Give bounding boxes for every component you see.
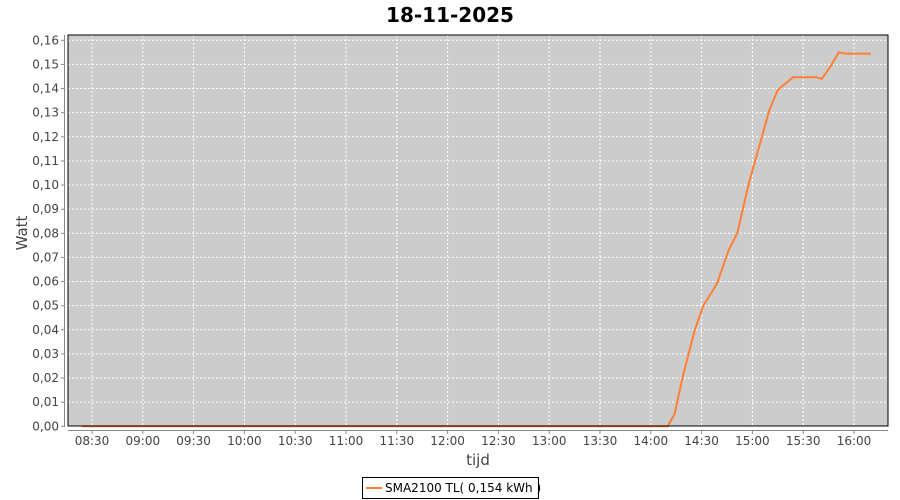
plot-border [67, 34, 889, 427]
y-tick-label: 0,09 [32, 202, 59, 216]
x-tick-label: 13:30 [583, 434, 618, 448]
y-tick-label: 0,10 [32, 178, 59, 192]
x-tick-label: 12:00 [430, 434, 465, 448]
y-tick-label: 0,12 [32, 130, 59, 144]
legend-entry: SMA2100 TL( 0,154 kWh ) [385, 481, 541, 495]
x-tick-label: 08:30 [75, 434, 110, 448]
y-tick-label: 0,15 [32, 57, 59, 71]
y-axis: 0,00 0,01 0,02 0,03 0,04 0,05 0,06 0,07 0,08 0,09… [32, 33, 65, 433]
x-tick-label: 09:00 [126, 434, 161, 448]
grid [68, 35, 888, 426]
x-tick-label: 12:30 [481, 434, 516, 448]
y-tick-label: 0,16 [32, 33, 59, 47]
y-tick-label: 0,04 [32, 323, 59, 337]
x-tick-label: 10:00 [227, 434, 262, 448]
y-tick-label: 0,02 [32, 371, 59, 385]
x-tick-label: 11:00 [329, 434, 364, 448]
y-tick-label: 0,14 [32, 82, 59, 96]
x-tick-label: 16:00 [837, 434, 872, 448]
x-tick-label: 11:30 [380, 434, 415, 448]
y-tick-label: 0,01 [32, 395, 59, 409]
x-axis: 08:30 09:00 09:30 10:00 10:30 11:00 11:30 12:00… [75, 430, 872, 448]
x-axis-label: tijd [466, 451, 490, 469]
x-tick-label: 15:30 [786, 434, 821, 448]
y-tick-label: 0,07 [32, 250, 59, 264]
legend: SMA2100 TL( 0,154 kWh ) [362, 477, 541, 499]
y-tick-label: 0,08 [32, 226, 59, 240]
series-line [81, 51, 871, 428]
y-tick-label: 0,05 [32, 299, 59, 313]
y-tick-label: 0,00 [32, 419, 59, 433]
x-tick-label: 09:30 [176, 434, 211, 448]
chart-title: 18-11-2025 [386, 3, 514, 27]
y-tick-label: 0,06 [32, 275, 59, 289]
x-tick-label: 13:00 [532, 434, 567, 448]
x-tick-label: 14:00 [634, 434, 669, 448]
y-tick-label: 0,03 [32, 347, 59, 361]
y-tick-label: 0,11 [32, 154, 59, 168]
x-tick-label: 15:00 [735, 434, 770, 448]
x-tick-label: 14:30 [684, 434, 719, 448]
y-axis-label: Watt [13, 215, 31, 250]
plot-area [68, 35, 888, 426]
y-tick-label: 0,13 [32, 106, 59, 120]
x-tick-label: 10:30 [278, 434, 313, 448]
